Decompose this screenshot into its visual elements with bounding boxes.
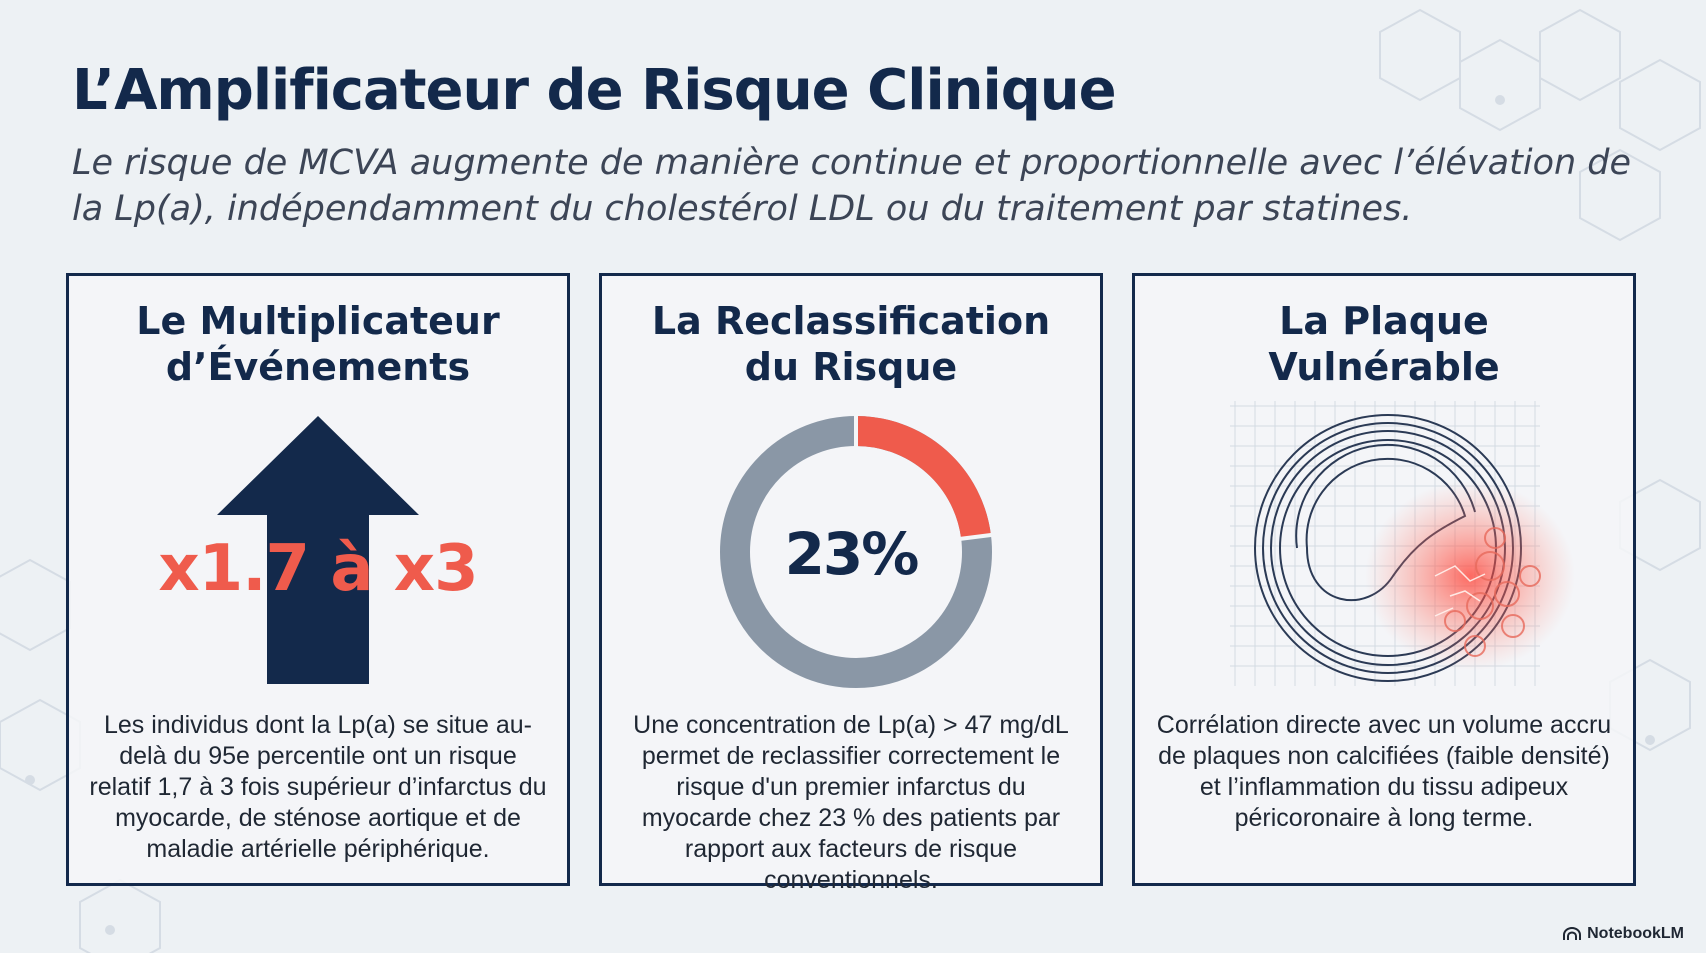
card-event-multiplier: Le Multiplicateur d’Événements x1.7 à x3…: [66, 273, 570, 886]
donut-chart: [720, 415, 993, 688]
brand-watermark: NotebookLM: [1563, 925, 1684, 943]
card-risk-reclassification: La Reclassification du Risque 23% Une co…: [599, 273, 1103, 894]
risk-multiplier-value: x1.7 à x3: [158, 532, 478, 606]
brand-name: NotebookLM: [1587, 925, 1684, 942]
card-title: Le Multiplicateur d’Événements: [136, 299, 500, 389]
card-description: Les individus dont la Lp(a) se situe au-…: [89, 711, 547, 863]
card-title: La Reclassification du Risque: [651, 299, 1051, 389]
notebooklm-logo-icon: [1563, 927, 1582, 940]
artery-cross-section-illustration: [1230, 401, 1575, 686]
card-title: La Plaque Vulnérable: [1268, 299, 1500, 389]
page-subtitle: Le risque de MCVA augmente de manière co…: [72, 143, 1632, 229]
donut-separator: [959, 532, 993, 541]
card-description: Une concentration de Lp(a) > 47 mg/dL pe…: [633, 711, 1069, 894]
donut-segment-reclassified: [855, 416, 991, 540]
card-vulnerable-plaque: La Plaque Vulnérable: [1132, 273, 1636, 886]
card-description: Corrélation directe avec un volume accru…: [1156, 711, 1612, 832]
donut-percentage: 23%: [784, 520, 920, 588]
up-arrow-icon: [217, 416, 419, 684]
page-title: L’Amplificateur de Risque Clinique: [72, 58, 1117, 123]
